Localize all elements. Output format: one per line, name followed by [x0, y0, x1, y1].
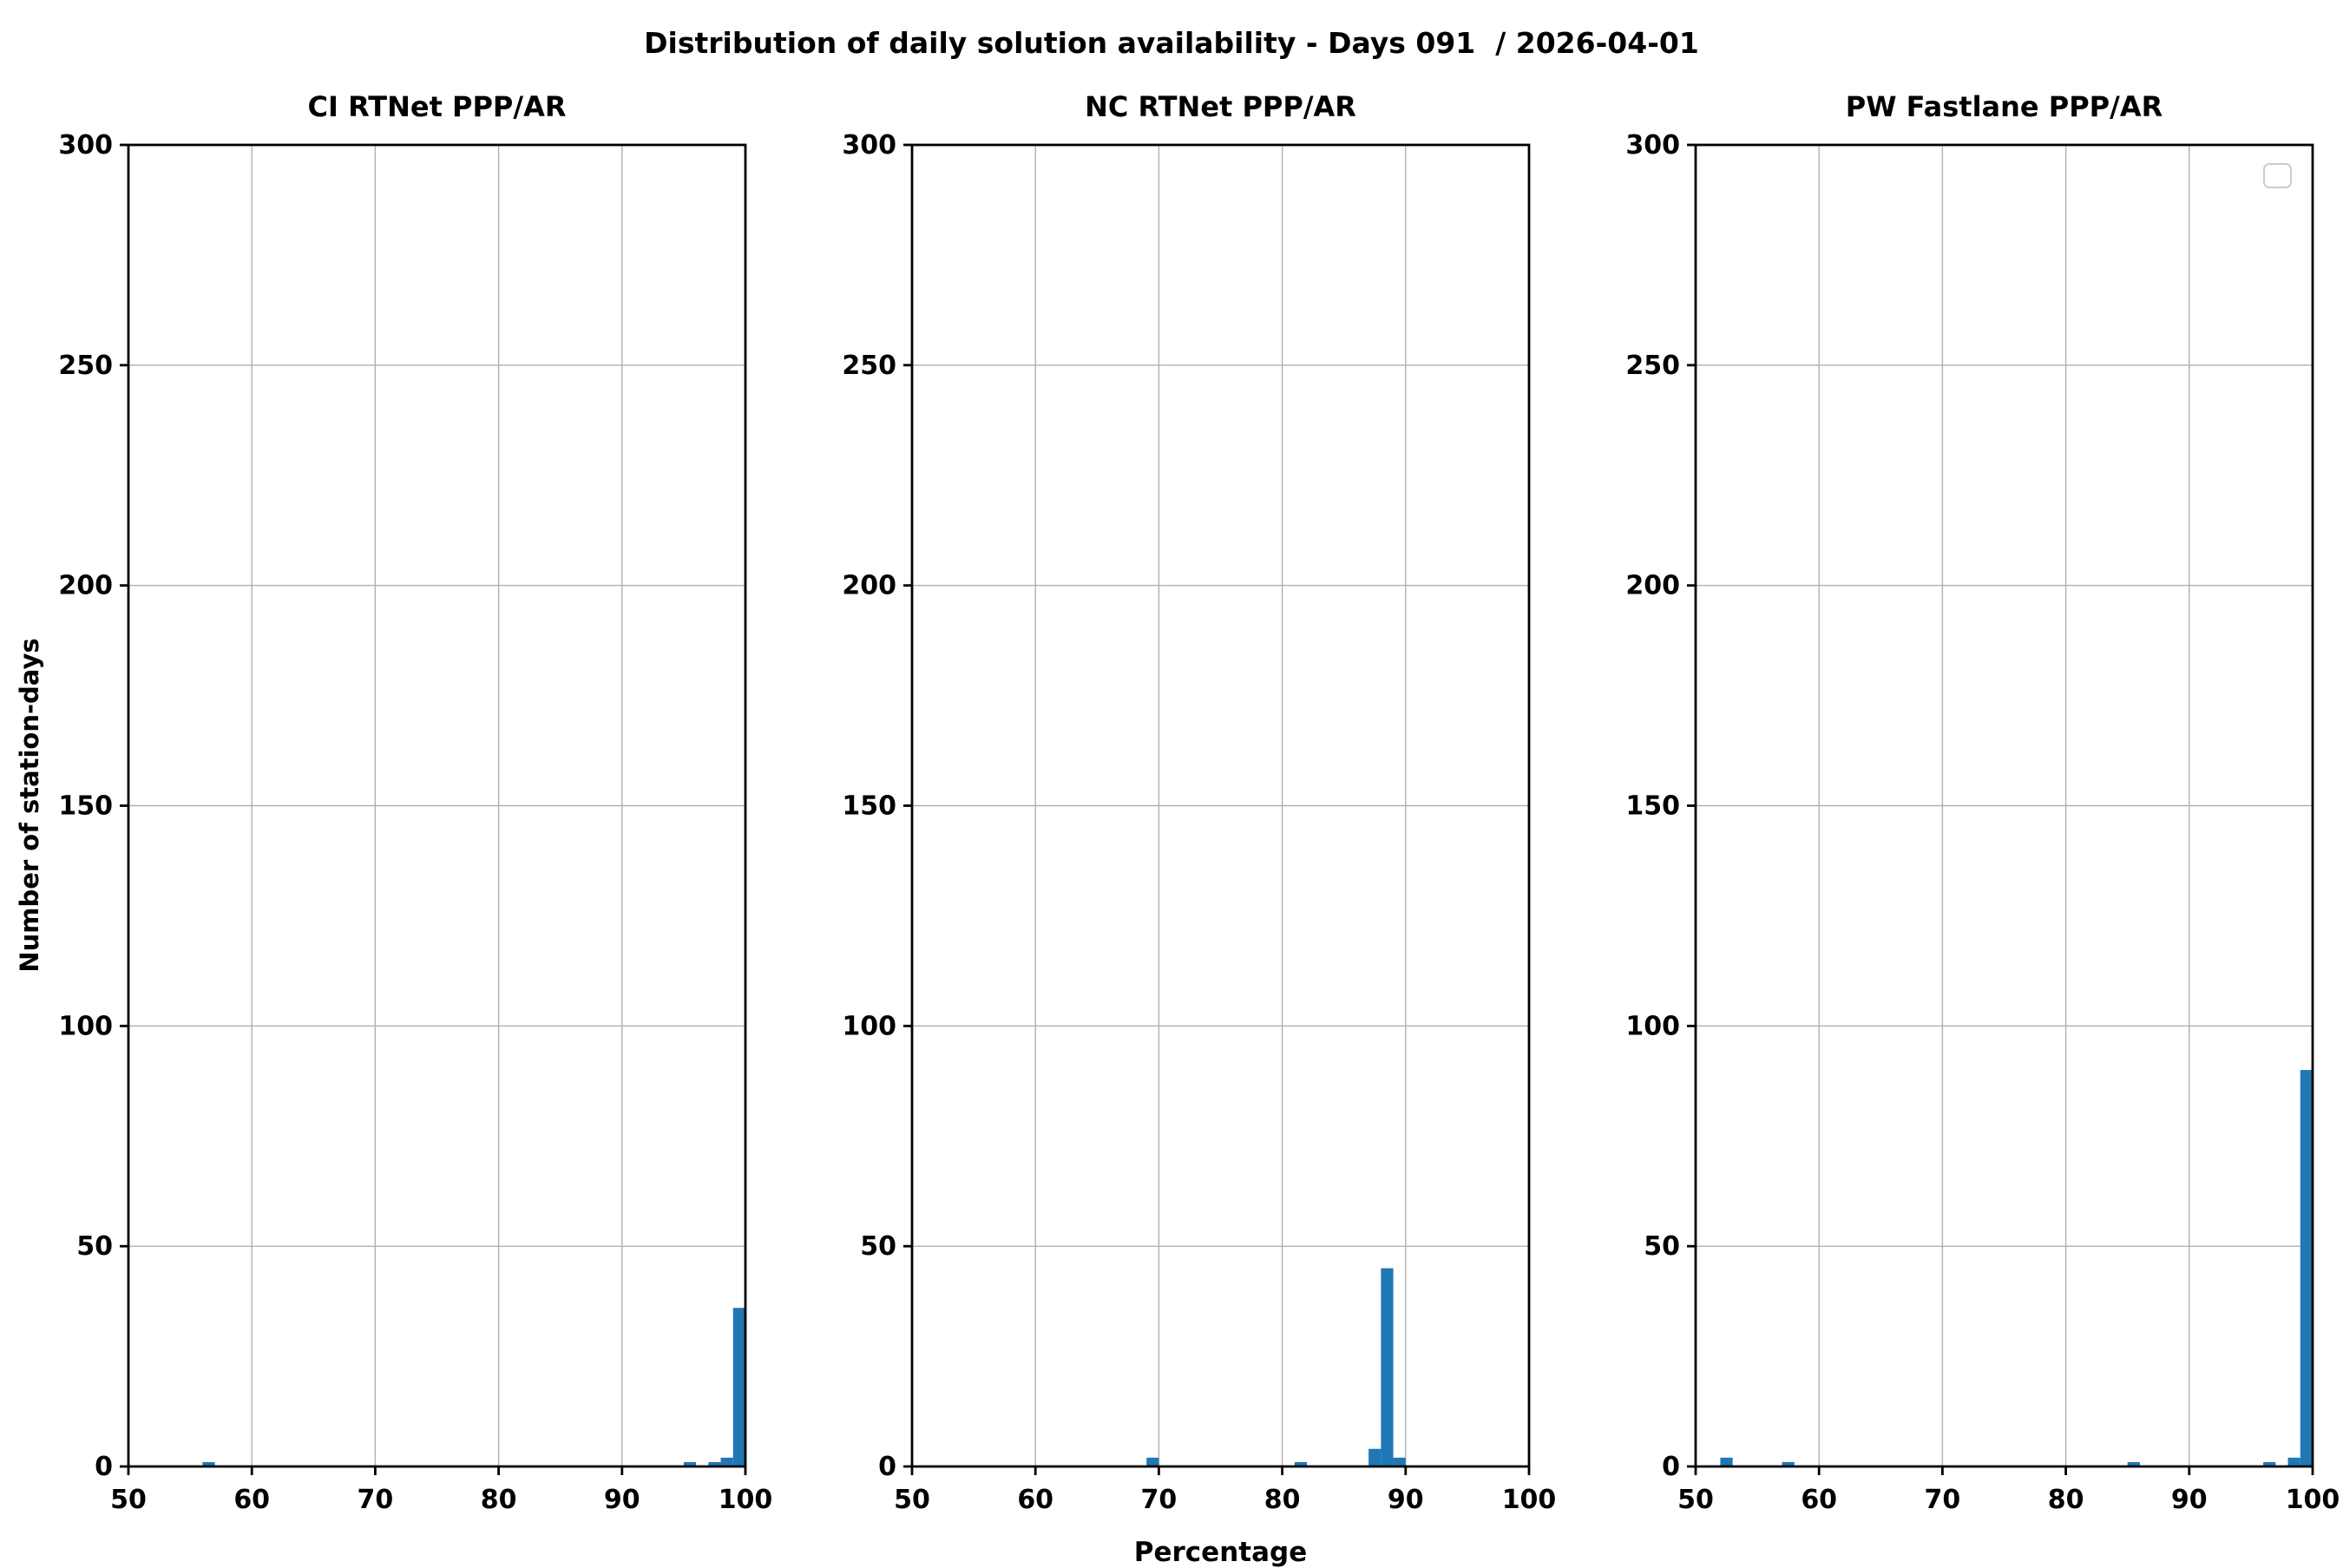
x-tick-label: 50	[894, 1485, 930, 1515]
histogram-bar	[202, 1461, 215, 1466]
subplot-title-nc-rtnet: NC RTNet PPP/AR	[1085, 90, 1356, 123]
histogram-bar	[2263, 1461, 2276, 1466]
x-tick-label: 100	[1502, 1485, 1557, 1515]
x-tick-label: 100	[719, 1485, 773, 1515]
x-tick-label: 90	[1388, 1485, 1424, 1515]
y-tick-label: 50	[76, 1231, 113, 1262]
histogram-bar	[1368, 1448, 1382, 1466]
histogram-bar	[1782, 1461, 1795, 1466]
y-tick-label: 200	[842, 571, 896, 601]
x-tick-label: 80	[2048, 1485, 2084, 1515]
legend-box	[2263, 163, 2292, 188]
y-tick-label: 100	[58, 1011, 113, 1041]
y-tick-label: 0	[878, 1452, 896, 1482]
y-tick-label: 150	[58, 791, 113, 822]
x-tick-label: 50	[110, 1485, 147, 1515]
y-tick-label: 300	[842, 130, 896, 161]
subplot-title-ci-rtnet: CI RTNet PPP/AR	[307, 90, 567, 123]
y-tick-label: 0	[1662, 1452, 1680, 1482]
y-tick-label: 50	[1644, 1231, 1680, 1262]
x-tick-label: 70	[1925, 1485, 1961, 1515]
figure-title: Distribution of daily solution availabil…	[644, 26, 1699, 60]
subplot-title-pw-fastlane: PW Fastlane PPP/AR	[1845, 90, 2163, 123]
y-tick-label: 0	[95, 1452, 113, 1482]
x-tick-label: 80	[1264, 1485, 1301, 1515]
y-tick-label: 300	[1625, 130, 1680, 161]
y-tick-label: 250	[842, 351, 896, 381]
histogram-bar	[683, 1461, 697, 1466]
y-tick-label: 200	[1625, 571, 1680, 601]
x-tick-label: 60	[233, 1485, 270, 1515]
histogram-bar	[732, 1308, 745, 1466]
histogram-bar	[1381, 1268, 1394, 1466]
histogram-bar	[1393, 1457, 1406, 1466]
histogram-bar	[2287, 1457, 2300, 1466]
y-tick-label: 100	[1625, 1011, 1680, 1041]
y-tick-label: 100	[842, 1011, 896, 1041]
y-tick-label: 150	[1625, 791, 1680, 822]
histogram-bar	[1720, 1457, 1733, 1466]
y-tick-label: 200	[58, 571, 113, 601]
x-tick-label: 90	[2171, 1485, 2208, 1515]
x-tick-label: 80	[481, 1485, 517, 1515]
histogram-bar	[720, 1457, 733, 1466]
histogram-bar	[1146, 1457, 1159, 1466]
y-tick-label: 300	[58, 130, 113, 161]
y-tick-label: 50	[860, 1231, 896, 1262]
x-axis-label: Percentage	[1133, 1537, 1308, 1568]
y-tick-label: 150	[842, 791, 896, 822]
x-tick-label: 60	[1801, 1485, 1837, 1515]
x-tick-label: 90	[604, 1485, 640, 1515]
x-tick-label: 70	[358, 1485, 394, 1515]
histogram-bar	[1294, 1461, 1308, 1466]
x-tick-label: 60	[1017, 1485, 1053, 1515]
x-tick-label: 50	[1677, 1485, 1714, 1515]
histogram-bar	[2127, 1461, 2140, 1466]
x-tick-label: 100	[2286, 1485, 2340, 1515]
histogram-bar	[2300, 1070, 2313, 1466]
x-tick-label: 70	[1141, 1485, 1178, 1515]
y-tick-label: 250	[1625, 351, 1680, 381]
y-tick-label: 250	[58, 351, 113, 381]
histogram-bar	[708, 1461, 721, 1466]
